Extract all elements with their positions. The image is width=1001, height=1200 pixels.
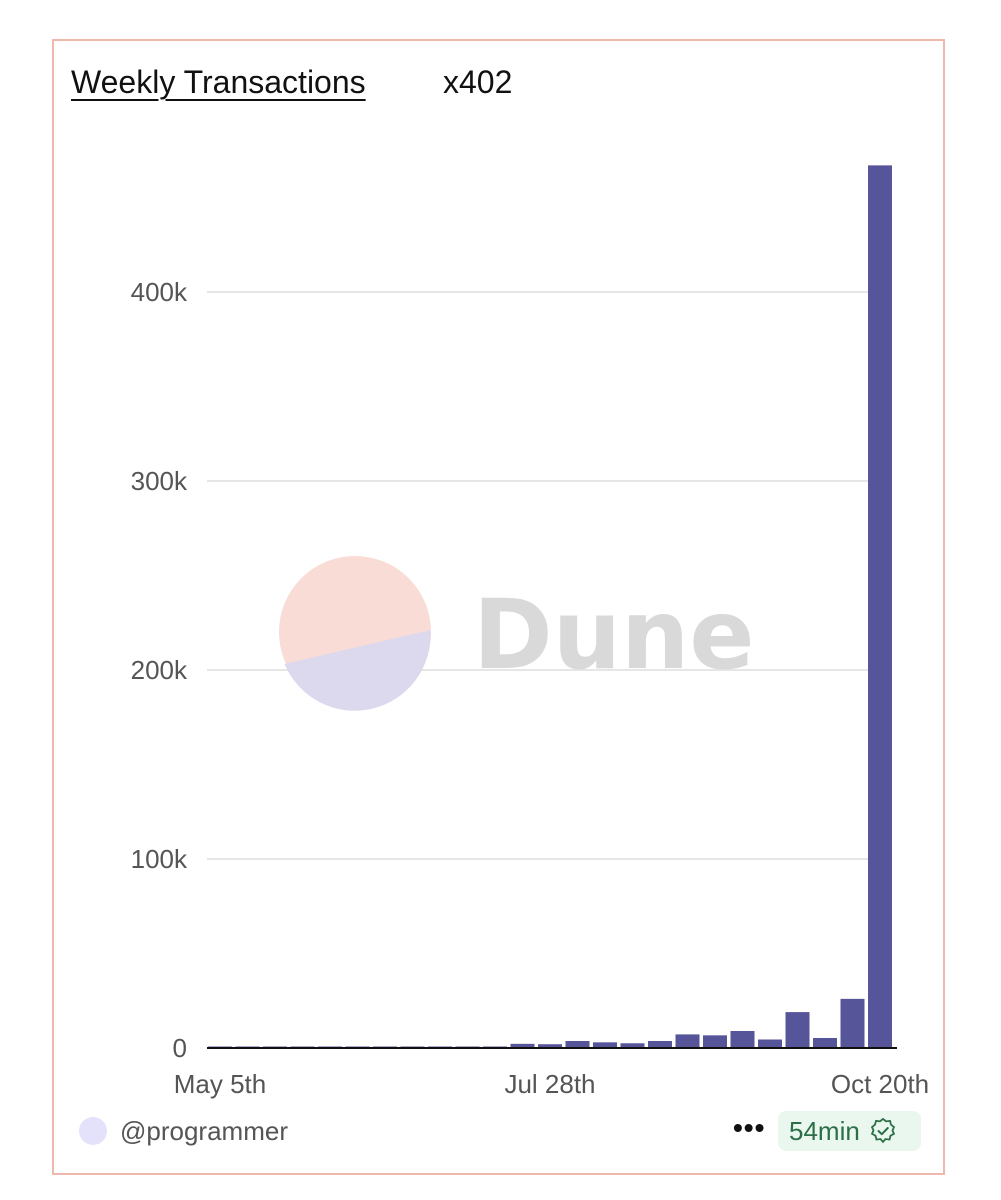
bar [813, 1037, 837, 1048]
watermark-text: Dune [473, 579, 754, 691]
author-link[interactable]: @programmer [120, 1116, 288, 1146]
x-tick-label: Oct 20th [831, 1069, 929, 1099]
avatar[interactable] [79, 1117, 107, 1145]
x-tick-label: Jul 28th [504, 1069, 595, 1099]
bar [538, 1044, 562, 1048]
x-tick-label: May 5th [174, 1069, 267, 1099]
bar [565, 1041, 590, 1048]
verified-check-icon [870, 1118, 895, 1144]
dune-watermark: Dune [279, 556, 754, 711]
y-axis-ticks: 0 100k 200k 300k 400k [131, 277, 188, 1063]
multiplier-label: x402 [443, 64, 513, 100]
bar [840, 998, 865, 1048]
watermark-logo-lower-half [284, 630, 431, 711]
y-tick-label: 0 [173, 1033, 187, 1063]
bar [730, 1030, 755, 1048]
bar [510, 1043, 535, 1048]
bar [703, 1035, 727, 1048]
bar [620, 1043, 645, 1048]
bar [868, 165, 892, 1048]
freshness-label: 54min [789, 1115, 860, 1146]
y-tick-label: 300k [131, 466, 188, 496]
bars [208, 165, 892, 1048]
bar [675, 1034, 700, 1048]
bar [758, 1039, 782, 1048]
bar [593, 1042, 617, 1048]
chart-card [52, 39, 945, 1175]
y-tick-label: 100k [131, 844, 188, 874]
chart-title[interactable]: Weekly Transactions [71, 64, 366, 100]
y-tick-label: 200k [131, 655, 188, 685]
x-axis-ticks: May 5th Jul 28th Oct 20th [174, 1069, 929, 1099]
y-tick-label: 400k [131, 277, 188, 307]
ellipsis-icon[interactable]: ••• [733, 1112, 766, 1143]
bar [785, 1012, 810, 1048]
freshness-badge[interactable]: 54min [778, 1111, 921, 1151]
bar [648, 1041, 672, 1048]
